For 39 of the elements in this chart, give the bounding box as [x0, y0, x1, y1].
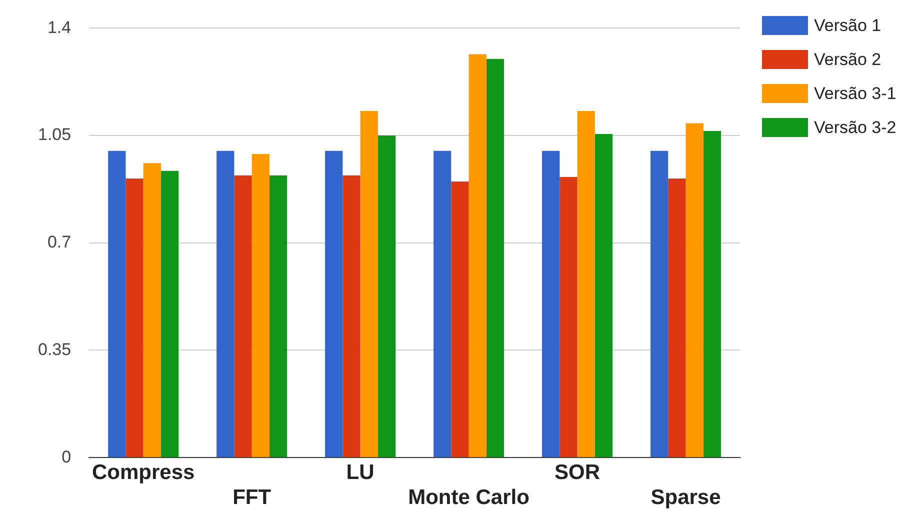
bar	[686, 123, 704, 458]
bar	[486, 58, 504, 458]
x-tick-label: Sparse	[650, 486, 721, 510]
bar	[360, 111, 378, 458]
bar	[160, 170, 179, 458]
y-tick-label: 0	[62, 447, 72, 466]
bar	[143, 163, 161, 458]
bar	[560, 176, 578, 458]
bar	[234, 175, 252, 458]
bar	[668, 178, 686, 458]
y-tick-label: 0.7	[47, 232, 72, 252]
x-tick-label: FFT	[232, 486, 272, 510]
bar	[269, 175, 288, 458]
bar	[577, 111, 595, 458]
legend-label: Versão 3-2	[814, 117, 898, 139]
bar	[252, 154, 270, 458]
bar	[703, 130, 722, 458]
bar	[434, 150, 452, 458]
y-tick-label: 1.4	[47, 18, 72, 37]
legend-label: Versão 2	[814, 49, 882, 71]
x-tick-label: LU	[346, 460, 374, 484]
y-tick-label: 0.35	[38, 340, 72, 359]
bar	[342, 175, 360, 458]
y-tick-label: 1.05	[38, 125, 72, 144]
x-tick-label: Compress	[92, 460, 195, 484]
legend-label: Versão 1	[814, 15, 882, 37]
bar	[594, 134, 613, 458]
bar	[325, 150, 343, 458]
legend-label: Versão 3-1	[814, 83, 898, 105]
bar	[126, 178, 144, 458]
bar	[216, 150, 234, 458]
bar	[468, 54, 486, 458]
bar	[650, 150, 668, 458]
bar	[451, 182, 469, 458]
bar	[542, 150, 560, 458]
x-tick-label: Monte Carlo	[408, 486, 530, 510]
bar	[108, 150, 126, 458]
x-tick-label: SOR	[554, 460, 600, 484]
bar	[378, 136, 396, 458]
